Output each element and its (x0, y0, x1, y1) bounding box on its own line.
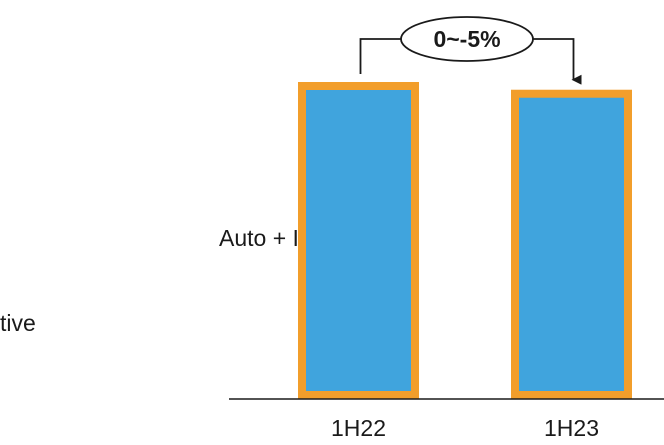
x-tick-label-1h23: 1H23 (544, 415, 599, 441)
segment-label-truncated: tive (0, 310, 36, 336)
bar-1h23 (511, 89, 632, 399)
change-label: 0~-5% (433, 26, 500, 52)
change-bubble (400, 16, 534, 62)
bar-1h22 (298, 82, 419, 399)
x-tick-label-1h22: 1H22 (331, 415, 386, 441)
